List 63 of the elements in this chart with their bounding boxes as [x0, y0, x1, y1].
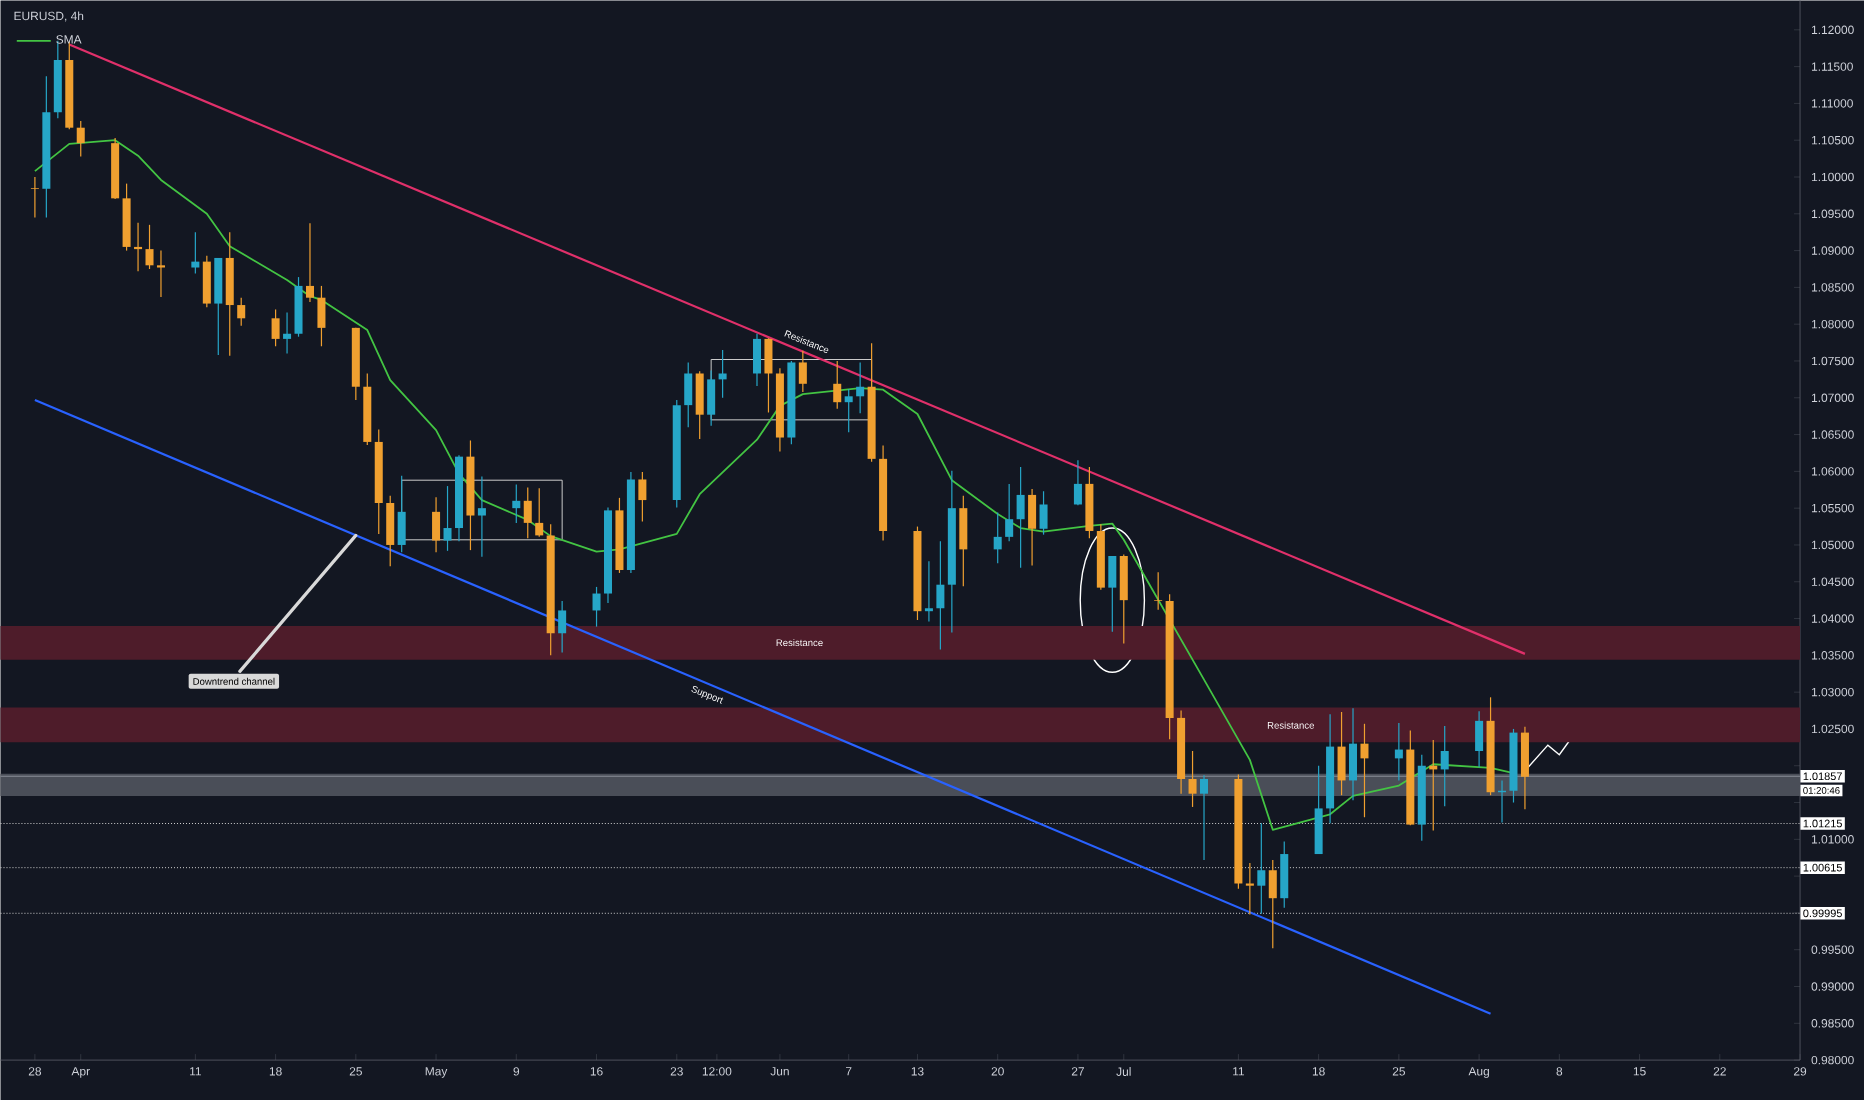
candlestick: [317, 285, 326, 347]
candlestick: [1108, 555, 1117, 633]
candlestick: [718, 349, 727, 399]
candlestick: [214, 257, 223, 356]
candlestick: [271, 308, 280, 347]
candlestick: [1280, 840, 1289, 909]
candlestick: [752, 333, 762, 387]
candlestick: [397, 475, 406, 553]
candlestick: [432, 496, 441, 553]
candlestick: [294, 276, 303, 338]
candlestick: [844, 388, 853, 433]
candlestick: [764, 337, 773, 414]
candlestick: [695, 370, 704, 440]
candlestick: [1349, 707, 1358, 801]
candlestick: [1073, 459, 1082, 506]
candlestick: [1028, 488, 1037, 567]
candlestick: [707, 369, 716, 427]
candlestick: [386, 495, 395, 567]
candlestick: [684, 361, 693, 428]
candlestick: [959, 495, 968, 587]
candlestick: [592, 586, 601, 628]
line-series: [34, 139, 1515, 831]
candlestick: [558, 600, 567, 653]
candlestick: [156, 249, 165, 298]
candlestick: [1360, 723, 1369, 818]
candlestick: [798, 350, 807, 393]
candlestick: [833, 360, 842, 410]
candlestick: [477, 475, 486, 558]
candlestick: [283, 311, 292, 355]
candlestick: [1520, 726, 1529, 810]
candlestick: [1245, 862, 1254, 915]
candlestick: [225, 231, 234, 357]
candlestick: [1154, 571, 1163, 611]
candlestick: [638, 471, 647, 522]
candlestick: [191, 231, 200, 274]
candlestick: [30, 176, 39, 219]
candlestick: [145, 224, 154, 270]
candlestick: [1314, 765, 1323, 855]
candlestick: [1257, 822, 1266, 915]
candlestick: [993, 511, 1002, 564]
candlestick: [1440, 725, 1449, 807]
candlestick: [1119, 553, 1128, 645]
candlestick: [1188, 750, 1197, 808]
candlestick: [1085, 466, 1094, 539]
candlestick: [1394, 722, 1403, 782]
candlestick: [523, 486, 532, 539]
candlestick: [535, 487, 544, 538]
candlestick: [1005, 483, 1014, 542]
candlestick: [305, 222, 314, 303]
candlestick: [237, 297, 246, 327]
candlestick: [512, 483, 521, 524]
candlestick: [1200, 774, 1209, 861]
candlestick: [924, 560, 933, 623]
candlestick: [1039, 490, 1048, 536]
candlestick: [936, 540, 945, 651]
candlestick: [1337, 711, 1346, 796]
candlestick: [76, 120, 85, 157]
candlestick: [1268, 859, 1277, 949]
candlestick: [443, 485, 452, 552]
candlestick: [202, 255, 211, 308]
candlestick: [856, 361, 865, 414]
candlestick: [1475, 710, 1484, 768]
candlestick: [1016, 466, 1025, 569]
